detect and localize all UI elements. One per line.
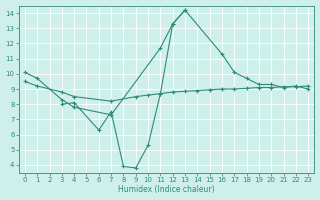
- X-axis label: Humidex (Indice chaleur): Humidex (Indice chaleur): [118, 185, 215, 194]
